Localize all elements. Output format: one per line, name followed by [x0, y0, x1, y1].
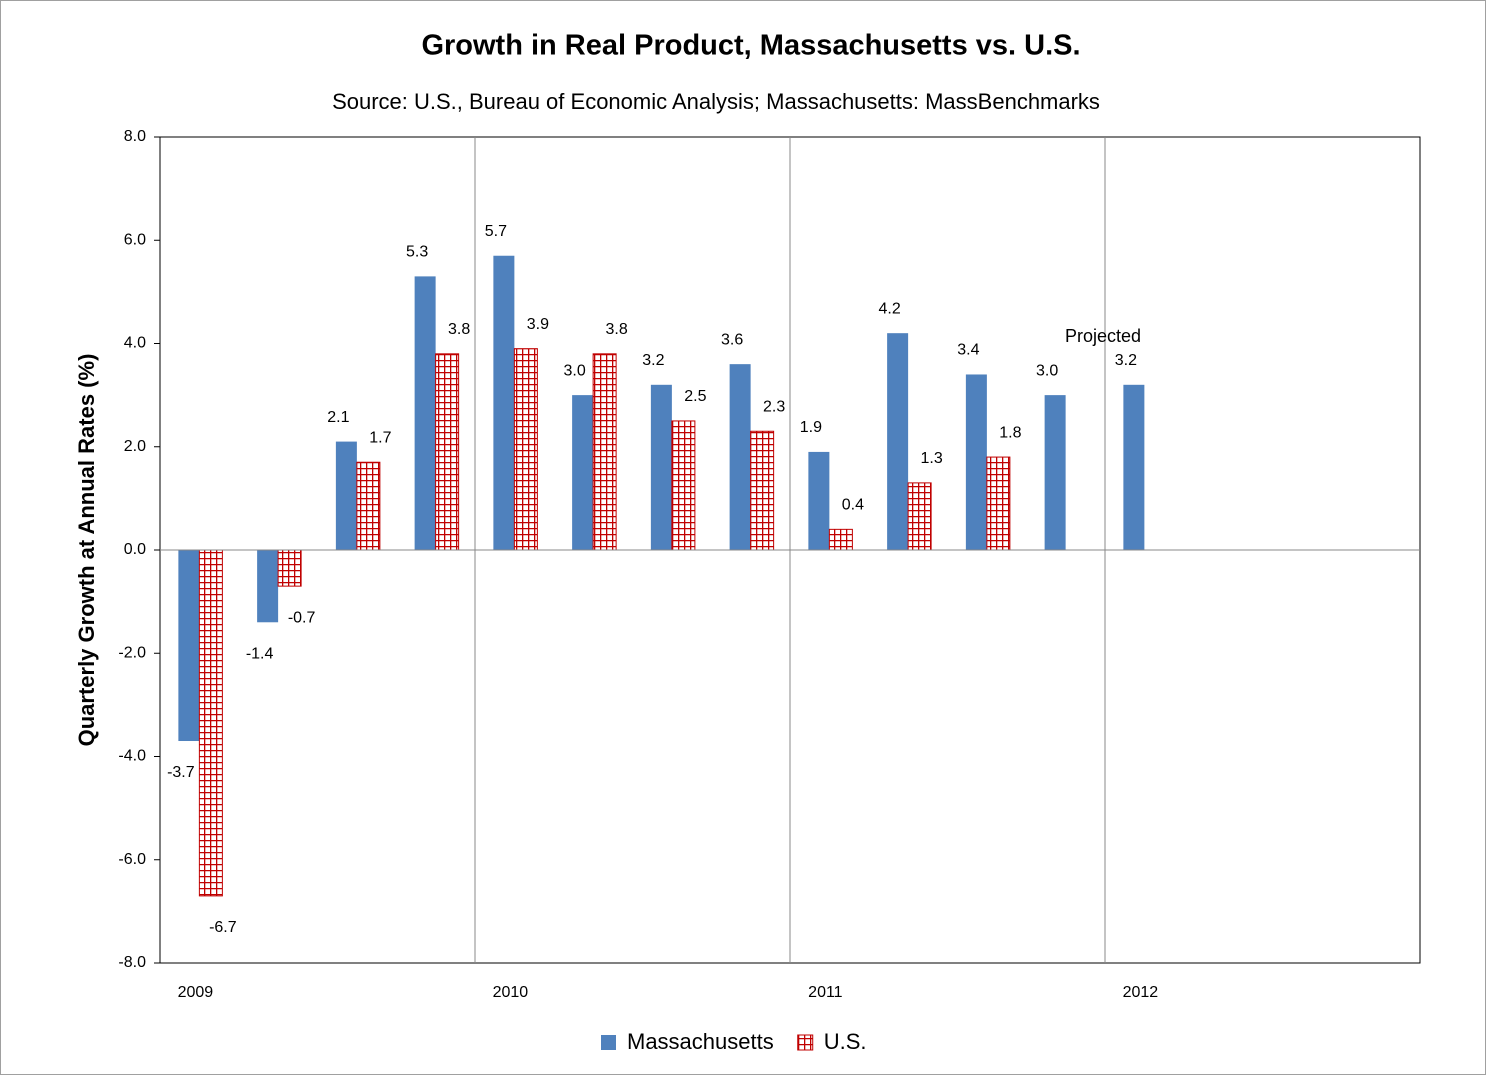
y-tick-label: 8.0 [124, 128, 146, 145]
bar [671, 420, 696, 551]
x-tick-label: 2012 [1123, 984, 1159, 1001]
value-label: 1.7 [369, 429, 391, 446]
bar [828, 528, 853, 551]
value-label: 3.0 [1036, 362, 1058, 379]
y-tick-label: -8.0 [118, 954, 146, 971]
value-label: 1.9 [800, 419, 822, 436]
value-label: 3.2 [1115, 352, 1137, 369]
value-label: -1.4 [246, 645, 274, 662]
value-label: 4.2 [879, 300, 901, 317]
x-tick-label: 2011 [808, 984, 843, 1001]
y-tick-label: 2.0 [124, 438, 146, 455]
bar [435, 353, 460, 551]
y-tick-label: 4.0 [124, 335, 146, 352]
value-label: 3.0 [564, 362, 586, 379]
bar [592, 353, 617, 551]
bar [907, 482, 932, 551]
bar [986, 456, 1011, 551]
chart-title: Growth in Real Product, Massachusetts vs… [421, 30, 1080, 62]
y-tick-label: -6.0 [118, 851, 146, 868]
bar [1044, 395, 1066, 550]
bar [808, 451, 830, 550]
legend-label: Massachusetts [627, 1029, 774, 1054]
value-label: 2.1 [327, 409, 349, 426]
value-label: 3.4 [957, 342, 979, 359]
value-label: 1.3 [921, 450, 943, 467]
bar [1123, 384, 1145, 550]
annotation: Projected [1065, 326, 1141, 346]
value-label: 3.8 [606, 321, 628, 338]
value-label: 3.9 [527, 316, 549, 333]
bar [887, 333, 909, 550]
y-axis-label: Quarterly Growth at Annual Rates (%) [74, 354, 99, 747]
x-tick-label: 2009 [178, 984, 214, 1001]
bar [414, 276, 436, 550]
bar [257, 550, 279, 623]
value-label: -6.7 [209, 919, 237, 936]
bar [729, 364, 751, 550]
value-label: 0.4 [842, 497, 864, 514]
y-tick-label: 0.0 [124, 541, 146, 558]
value-label: 1.8 [999, 424, 1021, 441]
bar [650, 384, 672, 550]
y-tick-label: 6.0 [124, 231, 146, 248]
y-tick-label: -4.0 [118, 748, 146, 765]
value-label: 5.3 [406, 244, 428, 261]
bar [178, 550, 200, 742]
value-label: 5.7 [485, 223, 507, 240]
legend-label: U.S. [824, 1029, 867, 1054]
value-label: 3.8 [448, 321, 470, 338]
y-tick-label: -2.0 [118, 644, 146, 661]
bar [335, 441, 357, 550]
value-label: 2.3 [763, 398, 785, 415]
value-label: -0.7 [288, 609, 316, 626]
value-label: 2.5 [684, 388, 706, 405]
bar [277, 549, 302, 587]
bar [965, 374, 987, 550]
bar [572, 395, 594, 550]
bar [356, 461, 381, 551]
value-label: 3.2 [642, 352, 664, 369]
chart-subtitle: Source: U.S., Bureau of Economic Analysi… [332, 89, 1100, 114]
bar [493, 255, 515, 551]
value-label: -3.7 [167, 764, 195, 781]
bar [198, 549, 223, 897]
value-label: 3.6 [721, 331, 743, 348]
x-tick-label: 2010 [493, 984, 529, 1001]
legend-swatch [601, 1035, 616, 1050]
bar [750, 430, 775, 551]
legend-swatch [797, 1034, 814, 1051]
bar [513, 348, 538, 551]
